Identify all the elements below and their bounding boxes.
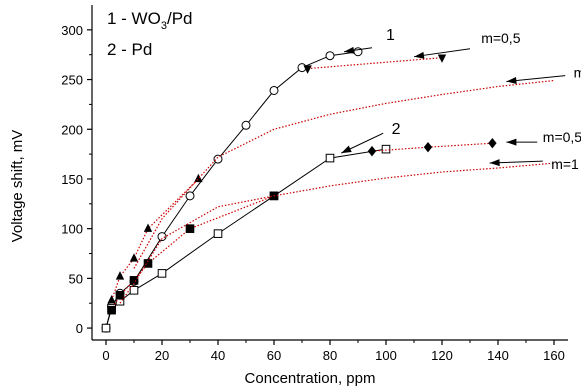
- y-tick-label: 50: [69, 271, 83, 286]
- arrow-head: [506, 77, 517, 85]
- series-6: [367, 137, 497, 157]
- x-tick-label: 100: [375, 348, 397, 363]
- data-point-square: [101, 323, 111, 333]
- arrow-head: [489, 159, 500, 167]
- series-line: [133, 79, 555, 269]
- series-line: [119, 162, 555, 304]
- annotation-4: 2: [340, 121, 401, 154]
- annotations-layer: 1 m=0,5 m=1 2 m=0,5 m=1: [340, 27, 581, 172]
- y-tick-label: 200: [61, 122, 83, 137]
- data-point-circle: [213, 154, 223, 164]
- data-point-triangle-down: [303, 65, 312, 74]
- series-layer: [101, 47, 555, 333]
- y-tick-label: 0: [76, 321, 83, 336]
- data-point-triangle-up: [194, 173, 203, 183]
- data-point-square-filled: [143, 259, 153, 268]
- y-axis-label: Voltage shift, mV: [9, 130, 26, 243]
- x-tick-label: 80: [323, 348, 337, 363]
- x-tick-label: 160: [543, 348, 565, 363]
- arrow-head: [414, 51, 425, 59]
- arrow-head: [344, 46, 355, 54]
- data-point-triangle-up: [143, 223, 153, 232]
- data-point-square: [381, 144, 391, 154]
- annotation-label: 2: [392, 121, 401, 138]
- data-point-square: [325, 153, 335, 163]
- annotation-1: 1: [343, 27, 395, 54]
- legend-entry-1-suffix: /Pd: [167, 9, 193, 28]
- data-point-square: [129, 285, 139, 295]
- y-tick-label: 150: [61, 172, 83, 187]
- series-line: [105, 51, 359, 329]
- legend-entry-1-main: 1 - WO: [107, 9, 161, 28]
- x-tick-label: 60: [267, 348, 281, 363]
- series-line: [111, 178, 199, 301]
- legend-entry-2: 2 - Pd: [107, 40, 152, 59]
- y-tick-label: 300: [61, 23, 83, 38]
- legend-entry-1: 1 - WO3/Pd: [107, 9, 193, 32]
- data-point-triangle-down: [437, 54, 447, 63]
- arrow-head: [506, 138, 517, 146]
- annotation-2: m=0,5: [413, 30, 521, 59]
- data-point-circle: [325, 51, 335, 61]
- x-axis-label: Concentration, ppm: [245, 370, 376, 387]
- data-point-circle: [157, 232, 167, 242]
- series-4: [303, 54, 447, 74]
- series-7: [133, 79, 555, 269]
- data-point-diamond: [423, 141, 433, 153]
- annotation-3: m=1: [506, 65, 581, 85]
- x-tick-label: 120: [431, 348, 453, 363]
- data-point-diamond: [488, 137, 497, 149]
- annotation-label: m=0,5: [481, 30, 521, 46]
- series-8: [119, 162, 555, 304]
- series-line: [105, 148, 387, 329]
- annotation-6: m=1: [489, 156, 579, 172]
- series-3: [107, 173, 203, 304]
- data-point-circle: [241, 120, 251, 130]
- arrow-head: [341, 145, 352, 154]
- annotation-label: m=0,5: [543, 129, 581, 145]
- legend: 1 - WO3/Pd 2 - Pd: [107, 9, 193, 59]
- data-point-circle: [269, 85, 279, 95]
- axis-ticks: 0 20 40 60 80 100 120 140 160 0 50 100 150 200 250 300: [61, 23, 565, 363]
- series-line: [307, 57, 443, 70]
- annotation-label: m=1: [574, 65, 581, 81]
- x-tick-label: 20: [155, 348, 169, 363]
- x-tick-label: 140: [487, 348, 509, 363]
- annotation-5: m=0,5: [506, 129, 581, 146]
- data-point-square-filled: [107, 305, 116, 315]
- data-point-square: [157, 269, 167, 278]
- legend-entry-1-subscript: 3: [161, 20, 167, 32]
- data-point-circle: [185, 191, 195, 201]
- y-tick-label: 100: [61, 222, 83, 237]
- series-1: [101, 47, 363, 333]
- data-point-square-filled: [185, 224, 195, 233]
- data-point-diamond: [367, 145, 377, 157]
- data-point-square-filled: [115, 290, 125, 300]
- x-tick-label: 0: [102, 348, 109, 363]
- y-tick-label: 250: [61, 73, 83, 88]
- series-2: [101, 144, 391, 333]
- data-point-triangle-up: [107, 295, 116, 304]
- data-point-triangle-up: [115, 271, 125, 280]
- annotation-label: 1: [386, 27, 395, 44]
- data-point-square: [213, 229, 223, 238]
- data-point-triangle-up: [129, 253, 139, 262]
- annotation-label: m=1: [551, 156, 579, 172]
- x-tick-label: 40: [211, 348, 225, 363]
